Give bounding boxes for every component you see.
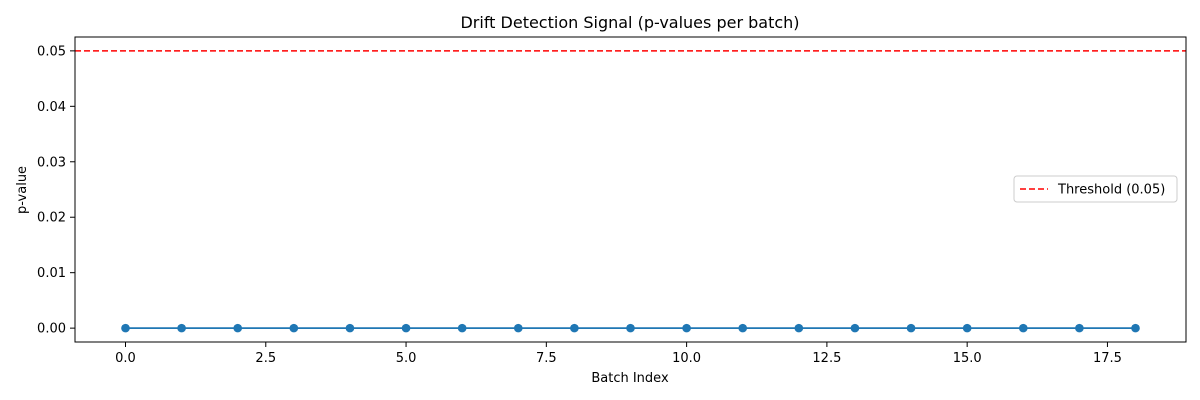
data-point (906, 323, 916, 333)
data-point (513, 323, 523, 333)
y-axis-title: p-value (15, 166, 30, 214)
data-point (850, 323, 860, 333)
data-point (233, 323, 243, 333)
y-tick-label: 0.00 (37, 322, 66, 337)
x-tick-label: 15.0 (953, 351, 982, 366)
data-point (177, 323, 186, 333)
data-point (738, 323, 748, 333)
x-tick-label: 10.0 (672, 351, 701, 366)
x-tick-label: 0.0 (115, 351, 136, 366)
data-point (682, 323, 691, 333)
x-axis-title: Batch Index (591, 371, 669, 386)
data-point (289, 323, 299, 333)
x-tick-label: 5.0 (396, 351, 417, 366)
data-point (1075, 323, 1084, 333)
legend-box (1013, 175, 1178, 203)
x-tick-label: 2.5 (255, 351, 276, 366)
data-point (401, 323, 411, 333)
data-point (345, 323, 355, 333)
y-tick-label: 0.02 (37, 211, 66, 226)
chart-title: Drift Detection Signal (p-values per bat… (460, 13, 799, 32)
legend: Threshold (0.05) (1013, 175, 1178, 203)
data-point (626, 323, 635, 333)
y-tick-label: 0.05 (37, 44, 66, 59)
y-tick-label: 0.04 (37, 100, 66, 115)
data-point (962, 323, 972, 333)
data-point (794, 323, 804, 333)
x-tick-label: 17.5 (1093, 351, 1122, 366)
data-point (1131, 323, 1140, 333)
x-tick-label: 7.5 (536, 351, 557, 366)
axes-frame (74, 36, 1187, 343)
data-point (1018, 323, 1028, 333)
plot-area: 0.0 2.5 5.0 7.5 10.0 12.5 15.0 17.5 0.00 0.01 0.02… (37, 36, 1187, 366)
y-tick-label: 0.03 (37, 155, 66, 170)
legend-threshold-label: Threshold (0.05) (1057, 183, 1165, 198)
data-point (121, 323, 130, 333)
x-tick-label: 12.5 (812, 351, 841, 366)
data-point (570, 323, 579, 333)
data-point (457, 323, 467, 333)
y-tick-label: 0.01 (37, 266, 66, 281)
